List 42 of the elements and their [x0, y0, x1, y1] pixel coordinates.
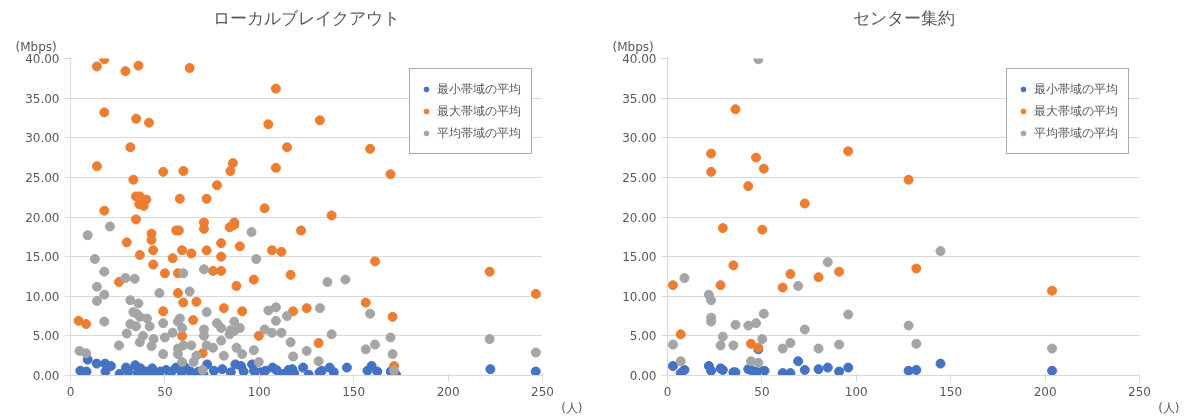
- y-tick-label: 20.00: [622, 210, 657, 225]
- y-tick-label: 5.00: [629, 329, 657, 344]
- legend-label: 平均帯域の平均: [437, 124, 521, 142]
- x-tick-label: 100: [844, 384, 868, 399]
- y-tick-label: 35.00: [622, 91, 657, 106]
- legend-label: 最小帯域の平均: [1034, 80, 1118, 98]
- chart-title: ローカルブレイクアウト: [213, 7, 400, 28]
- y-tick-label: 40.00: [622, 52, 657, 66]
- y-tick-label: 20.00: [25, 210, 60, 225]
- y-tick-label: 10.00: [25, 289, 60, 304]
- y-tick-label: 0.00: [629, 369, 657, 383]
- y-tick-label: 40.00: [25, 52, 60, 66]
- y-axis-title: (Mbps): [612, 39, 654, 54]
- chart-title: センター集約: [852, 7, 955, 28]
- legend-label: 平均帯域の平均: [1034, 124, 1118, 142]
- x-tick-label: 0: [663, 384, 672, 399]
- y-tick-label: 30.00: [25, 131, 60, 146]
- x-tick-label: 200: [1033, 384, 1057, 399]
- y-tick-label: 10.00: [622, 289, 657, 304]
- x-tick-label: 0: [66, 384, 75, 399]
- x-tick-label: 50: [754, 384, 770, 399]
- y-tick-label: 25.00: [622, 170, 657, 185]
- legend-label: 最大帯域の平均: [437, 102, 521, 120]
- y-tick-label: 15.00: [622, 250, 657, 265]
- y-tick-label: 25.00: [25, 170, 60, 185]
- x-tick-label: 250: [531, 384, 554, 399]
- x-tick-label: 200: [436, 384, 460, 399]
- y-tick-label: 35.00: [25, 91, 60, 106]
- y-tick-label: 30.00: [622, 131, 657, 146]
- x-axis-title: (人): [561, 400, 583, 415]
- x-tick-label: 50: [157, 384, 173, 399]
- x-tick-label: 150: [342, 384, 366, 399]
- y-tick-label: 15.00: [25, 250, 60, 265]
- x-tick-label: 250: [1128, 384, 1151, 399]
- x-axis-title: (人): [1158, 400, 1180, 415]
- y-tick-label: 5.00: [32, 329, 60, 344]
- x-tick-label: 150: [939, 384, 963, 399]
- legend-label: 最大帯域の平均: [1034, 102, 1118, 120]
- y-axis-title: (Mbps): [15, 39, 57, 54]
- y-tick-label: 0.00: [32, 369, 60, 383]
- x-tick-label: 100: [247, 384, 271, 399]
- legend-label: 最小帯域の平均: [437, 80, 521, 98]
